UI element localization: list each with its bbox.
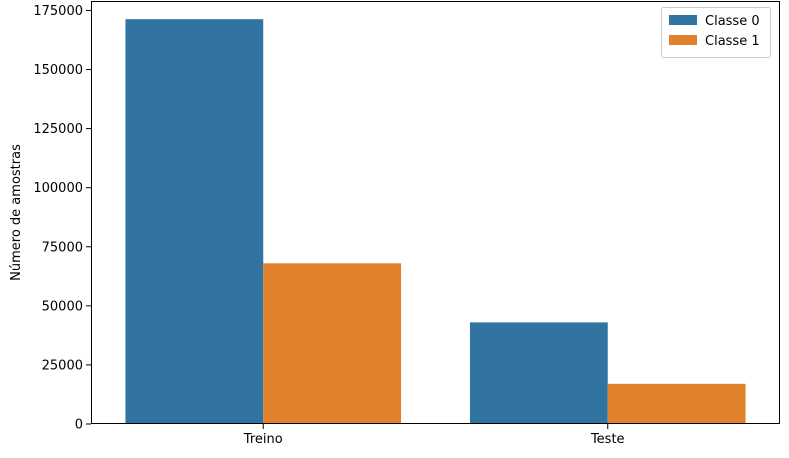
y-axis-label: Número de amostras — [9, 144, 24, 281]
bar-teste-classe-1 — [607, 383, 746, 424]
x-tick-label: Teste — [590, 432, 625, 447]
y-tick-label: 125000 — [33, 122, 83, 137]
bar-treino-classe-1 — [263, 263, 402, 424]
y-tick-label: 0 — [75, 418, 83, 433]
bars-group — [125, 19, 746, 425]
y-tick-label: 75000 — [42, 240, 83, 255]
x-axis-ticks: Treino Teste — [243, 424, 625, 447]
bar-teste-classe-0 — [469, 322, 608, 424]
legend-swatch — [669, 15, 697, 25]
y-tick-label: 175000 — [33, 4, 83, 19]
x-tick-label: Treino — [243, 432, 283, 447]
y-tick-label: 150000 — [33, 63, 83, 78]
y-tick-label: 25000 — [42, 358, 83, 373]
y-axis-ticks: 0 25000 50000 75000 100000 125000 150000 175000 — [33, 4, 91, 433]
y-tick-label: 50000 — [42, 299, 83, 314]
bar-treino-classe-0 — [125, 19, 264, 425]
y-tick-label: 100000 — [33, 181, 83, 196]
legend-swatch — [669, 35, 697, 45]
plot-frame — [91, 1, 780, 424]
legend-label: Classe 1 — [705, 34, 760, 49]
legend-label: Classe 0 — [705, 14, 760, 29]
legend: Classe 0 Classe 1 — [661, 7, 771, 58]
